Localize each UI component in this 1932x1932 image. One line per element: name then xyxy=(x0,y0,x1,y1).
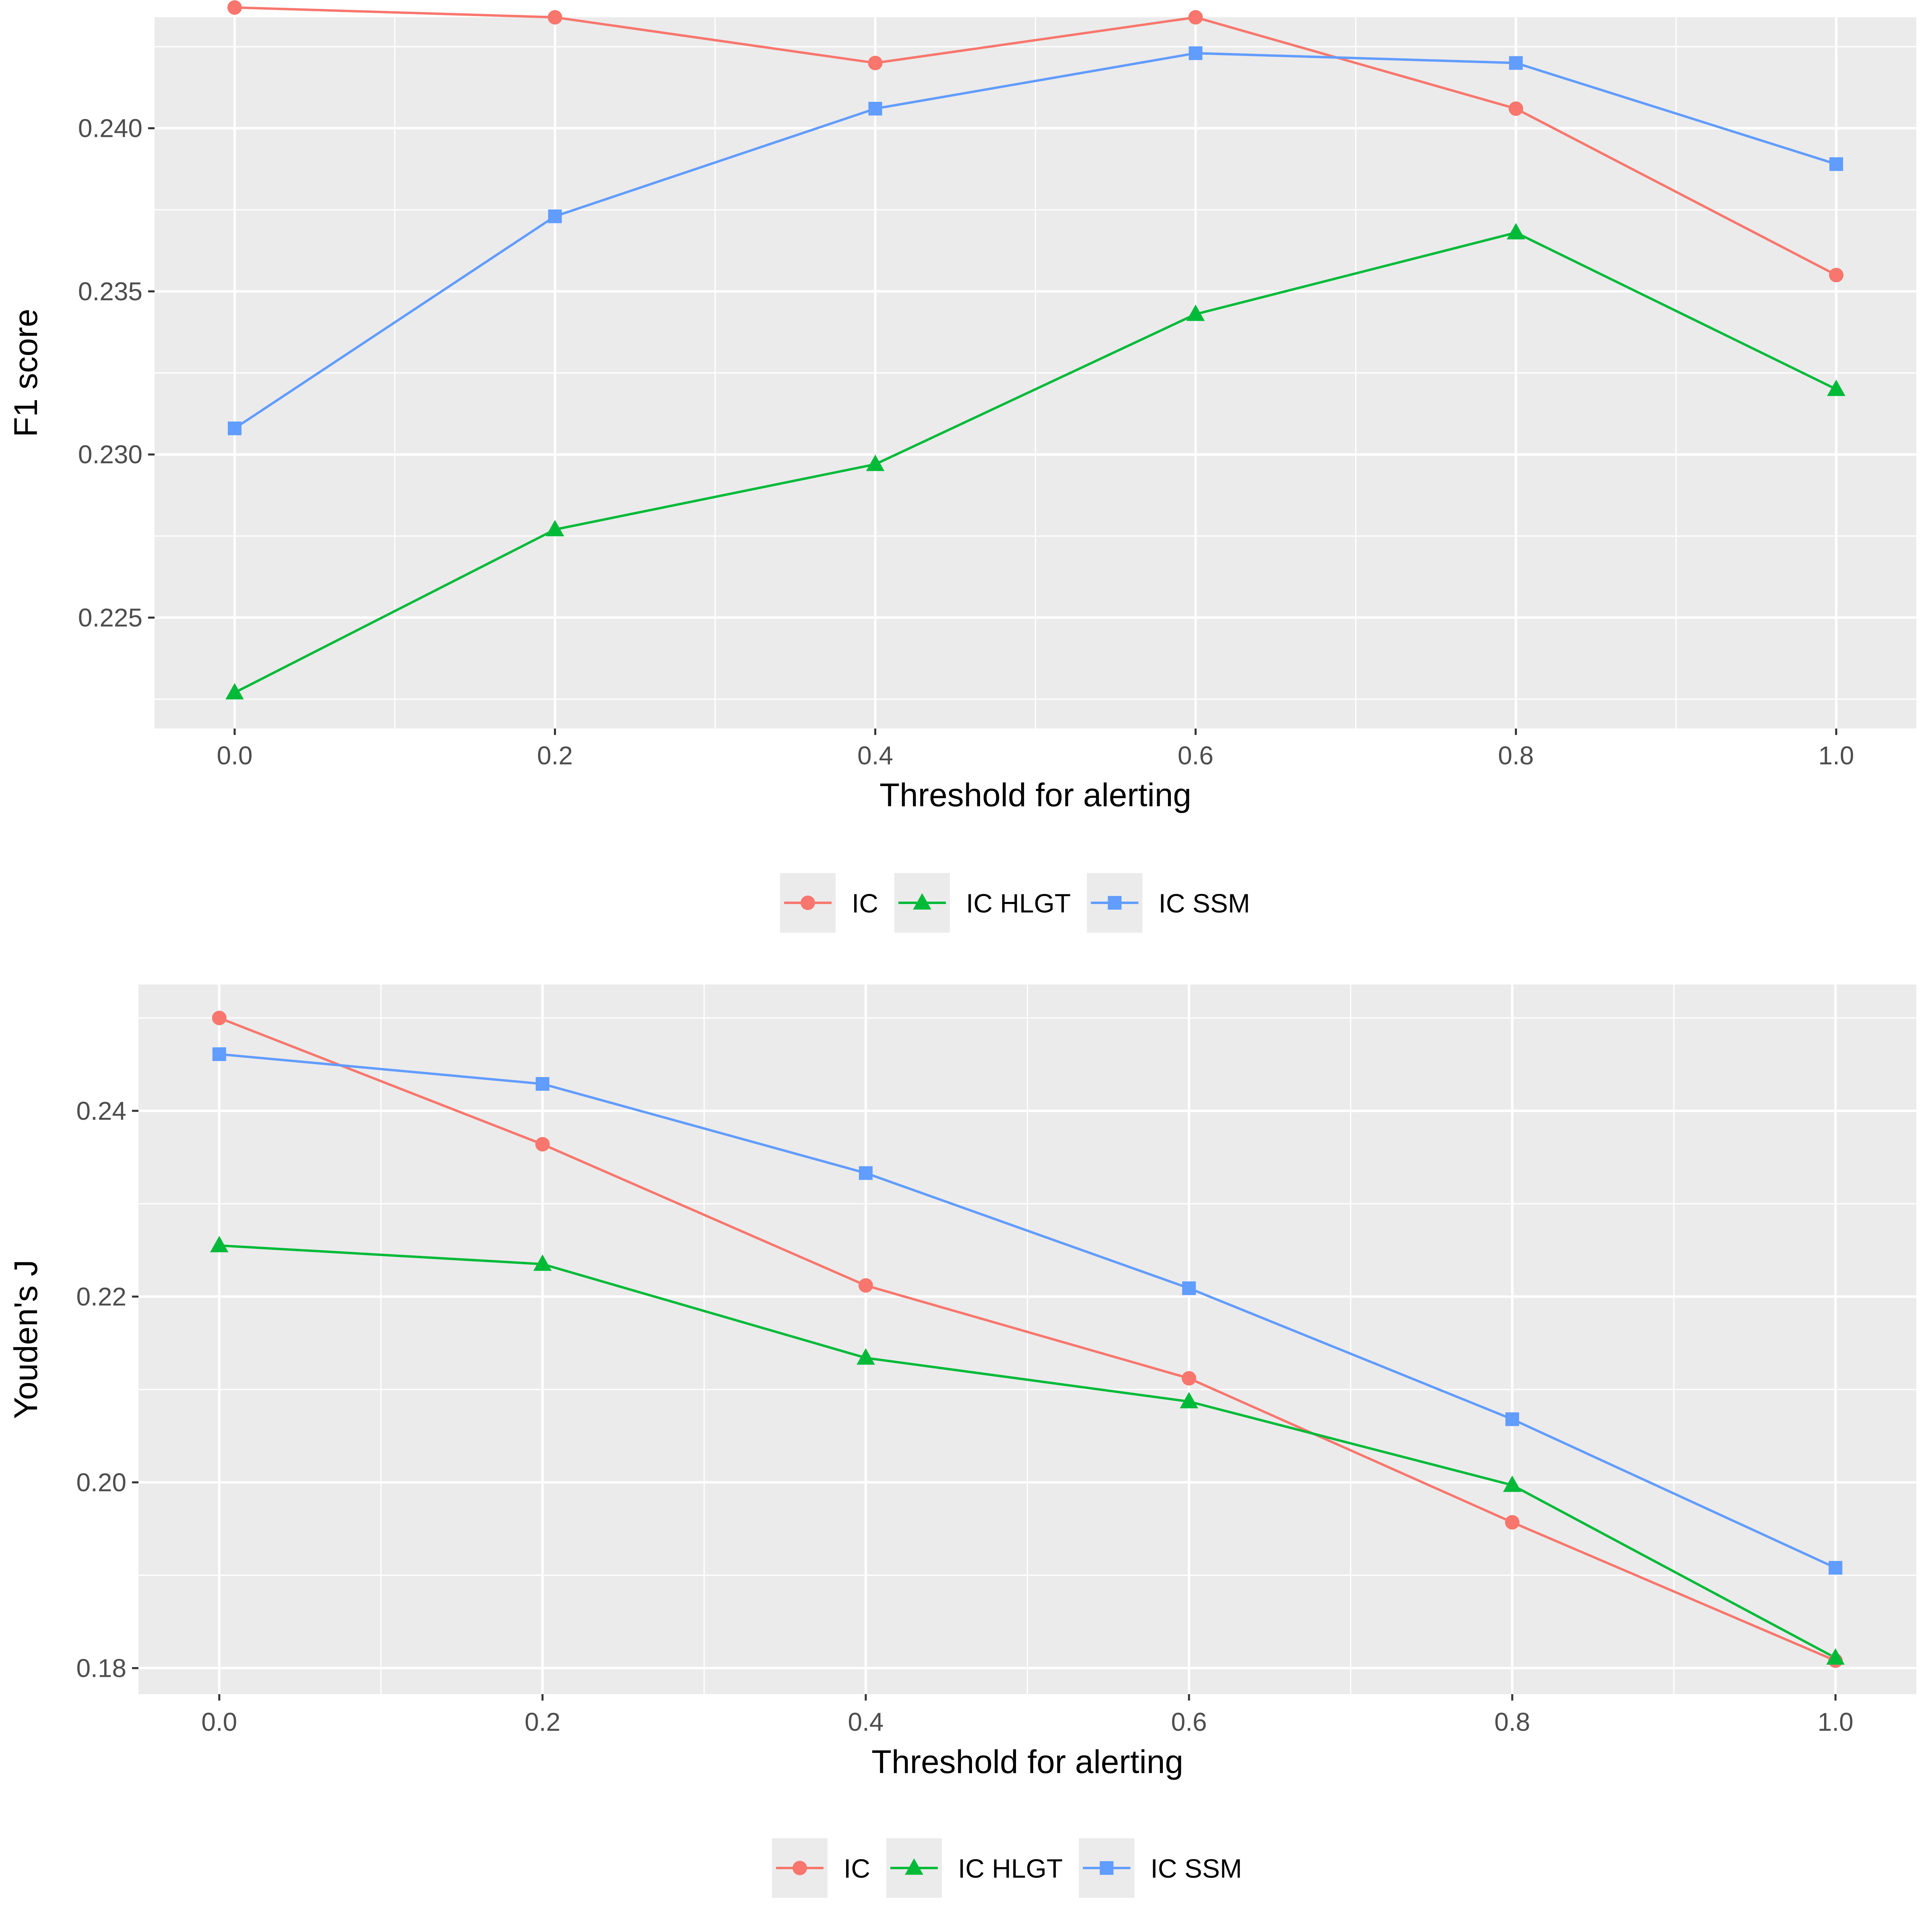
series-line-ic xyxy=(234,6,1837,276)
data-point-ic-hlgt xyxy=(1186,304,1205,321)
y-tick-label: 0.22 xyxy=(76,1282,126,1311)
data-point-ic-hlgt xyxy=(210,1236,229,1253)
legend-item-ic-ssm: IC SSM xyxy=(1087,873,1250,933)
data-point-ic xyxy=(547,10,562,25)
data-point-ic-ssm xyxy=(868,101,882,116)
data-point-ic-ssm xyxy=(1189,46,1203,60)
legend: IC IC HLGT IC SSM xyxy=(780,873,1250,933)
x-tick-label: 0.2 xyxy=(537,741,573,770)
legend-item-ic: IC xyxy=(772,1838,870,1898)
y-tick-label: 0.235 xyxy=(78,277,142,306)
legend-marker-ic xyxy=(801,896,815,910)
data-point-ic-hlgt xyxy=(1826,1648,1845,1665)
legend-label: IC HLGT xyxy=(966,888,1071,918)
legend: IC IC HLGT IC SSM xyxy=(772,1838,1242,1898)
data-point-ic-ssm xyxy=(1829,1561,1843,1575)
y-axis-title: Youden's J xyxy=(8,1260,44,1419)
legend-label: IC SSM xyxy=(1158,888,1250,918)
legend-marker-ic-hlgt xyxy=(905,1858,923,1875)
series-line-ic-hlgt xyxy=(234,231,1837,694)
y-tick-label: 0.18 xyxy=(76,1653,126,1682)
legend-item-ic-ssm: IC SSM xyxy=(1079,1838,1242,1898)
y-tick-label: 0.20 xyxy=(76,1468,126,1497)
x-tick-label: 0.4 xyxy=(848,1707,883,1736)
y-tick-label: 0.24 xyxy=(76,1096,126,1125)
x-tick-label: 0.8 xyxy=(1494,1707,1530,1736)
legend-marker-ic-ssm xyxy=(1100,1861,1114,1875)
data-point-ic-ssm xyxy=(535,1077,549,1091)
y-tick-label: 0.230 xyxy=(78,440,142,469)
data-point-ic-hlgt xyxy=(1827,380,1845,396)
x-tick-label: 0.8 xyxy=(1498,741,1534,770)
data-point-ic-hlgt xyxy=(545,520,564,537)
x-axis-title: Threshold for alerting xyxy=(879,777,1191,813)
data-point-ic-hlgt xyxy=(1503,1475,1521,1492)
data-point-ic-hlgt xyxy=(857,1348,875,1365)
x-axis-title: Threshold for alerting xyxy=(871,1744,1183,1780)
data-point-ic-hlgt xyxy=(1507,223,1525,239)
x-tick-label: 0.4 xyxy=(857,741,893,770)
series-line-ic-hlgt xyxy=(219,1244,1836,1659)
data-point-ic xyxy=(212,1011,227,1026)
data-point-ic-ssm xyxy=(212,1047,226,1061)
data-point-ic xyxy=(1188,10,1203,25)
data-point-ic-ssm xyxy=(1182,1281,1196,1295)
data-point-ic-ssm xyxy=(227,421,242,436)
legend-marker-ic xyxy=(793,1861,807,1875)
legend-marker-ic-hlgt xyxy=(913,893,931,910)
series-line-ic-ssm xyxy=(219,1053,1836,1569)
series-line-ic xyxy=(219,1017,1836,1662)
data-point-ic xyxy=(1829,268,1844,283)
x-tick-label: 0.0 xyxy=(201,1707,237,1736)
legend-label: IC xyxy=(852,888,878,918)
data-point-ic xyxy=(868,56,883,70)
series-line-ic-ssm xyxy=(234,52,1837,429)
y-tick-label: 0.240 xyxy=(78,114,142,143)
x-tick-label: 1.0 xyxy=(1818,741,1854,770)
data-point-ic xyxy=(1505,1515,1520,1530)
x-tick-label: 0.6 xyxy=(1171,1707,1207,1736)
x-tick-label: 0.2 xyxy=(524,1707,560,1736)
legend-label: IC xyxy=(844,1854,870,1883)
data-point-ic xyxy=(227,0,242,15)
data-point-ic-ssm xyxy=(859,1166,873,1180)
data-point-ic-hlgt xyxy=(225,683,244,700)
data-point-ic xyxy=(1509,101,1523,116)
x-tick-label: 0.0 xyxy=(217,741,252,770)
y-axis-title: F1 score xyxy=(8,309,44,437)
chart-youdens-j: 0.0 0.2 0.4 0.6 0.8 1.0 0.18 0.20 0.22 0.24 Thresh… xyxy=(8,985,1916,1898)
legend-marker-ic-ssm xyxy=(1108,896,1122,910)
y-tick-label: 0.225 xyxy=(78,603,142,632)
data-point-ic-ssm xyxy=(1505,1412,1519,1426)
data-point-ic-ssm xyxy=(1829,157,1843,171)
legend-item-ic-hlgt: IC HLGT xyxy=(886,1838,1063,1898)
data-point-ic-hlgt xyxy=(866,454,885,471)
legend-item-ic: IC xyxy=(780,873,878,933)
legend-item-ic-hlgt: IC HLGT xyxy=(894,873,1071,933)
data-point-ic-ssm xyxy=(1509,56,1523,70)
legend-label: IC HLGT xyxy=(958,1854,1063,1883)
chart-f1-score: 0.0 0.2 0.4 0.6 0.8 1.0 0.225 0.230 0.235 0.240 Th… xyxy=(8,0,1916,933)
legend-label: IC SSM xyxy=(1150,1854,1242,1883)
data-point-ic xyxy=(858,1278,873,1293)
data-point-ic-ssm xyxy=(548,209,562,223)
data-point-ic xyxy=(1182,1371,1197,1386)
data-point-ic xyxy=(535,1137,550,1152)
x-tick-label: 1.0 xyxy=(1818,1707,1854,1736)
data-point-ic-hlgt xyxy=(1180,1392,1198,1408)
data-point-ic-hlgt xyxy=(533,1254,552,1271)
x-tick-label: 0.6 xyxy=(1178,741,1214,770)
